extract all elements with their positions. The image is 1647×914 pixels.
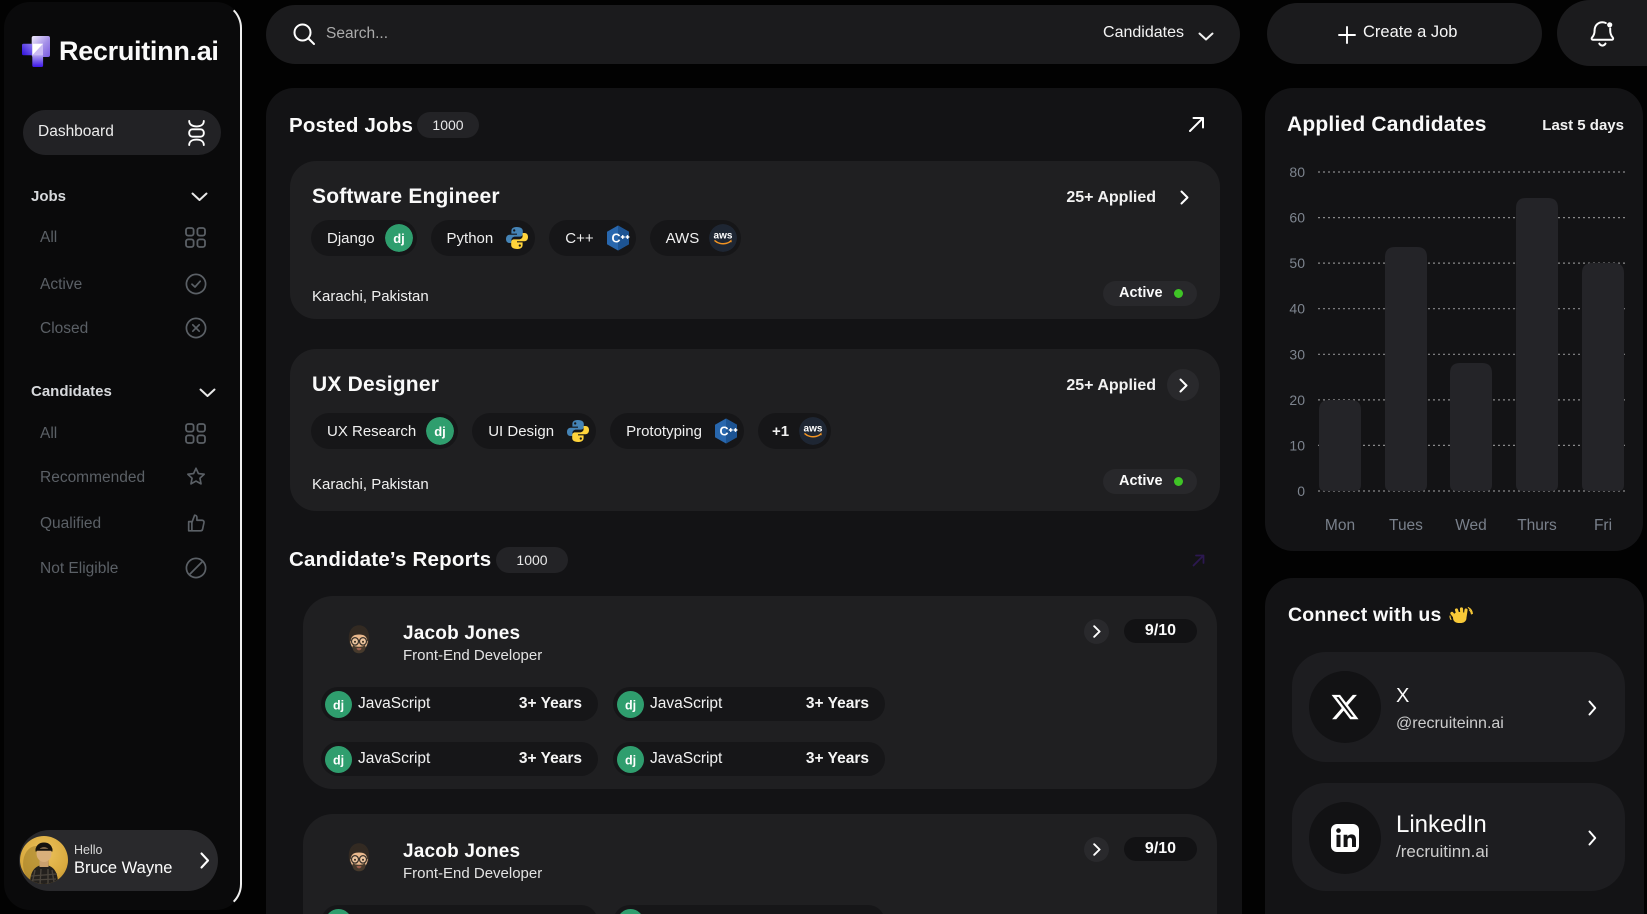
- svg-text:10: 10: [1289, 437, 1305, 453]
- svg-text:Thurs: Thurs: [1517, 517, 1557, 534]
- svg-text:80: 80: [1289, 164, 1305, 180]
- svg-text:Tues: Tues: [1389, 517, 1423, 534]
- svg-text:30: 30: [1289, 346, 1305, 362]
- svg-text:60: 60: [1289, 210, 1305, 226]
- svg-text:Mon: Mon: [1325, 517, 1355, 534]
- svg-text:20: 20: [1289, 392, 1305, 408]
- svg-text:Fri: Fri: [1594, 517, 1612, 534]
- svg-text:Wed: Wed: [1455, 517, 1487, 534]
- svg-text:40: 40: [1289, 301, 1305, 317]
- svg-text:0: 0: [1297, 483, 1305, 499]
- svg-text:50: 50: [1289, 255, 1305, 271]
